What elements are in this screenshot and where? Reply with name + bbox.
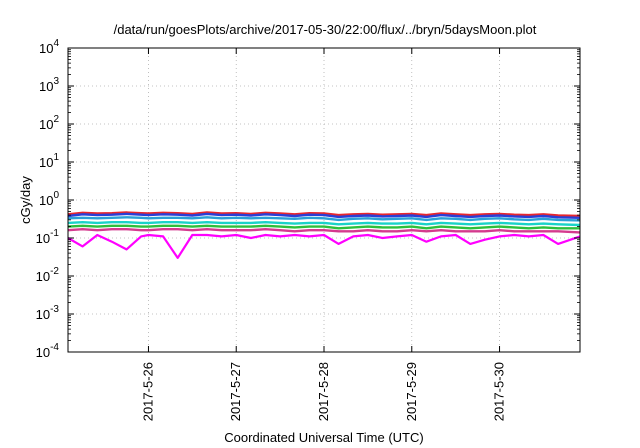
series-line-2 [67, 212, 581, 219]
series-line-4 [67, 220, 581, 227]
grid [68, 48, 580, 352]
y-tick-label: 101 [39, 152, 59, 170]
y-tick-label: 10-2 [36, 266, 60, 284]
x-tick-label: 2017-5-30 [492, 362, 507, 421]
x-tick-label: 2017-5-26 [140, 362, 155, 421]
series-line-1 [67, 211, 581, 218]
y-tick-label: 103 [39, 76, 59, 94]
series-line-7 [67, 233, 581, 259]
ticks: 10-4 10-3 10-2 10-1 100 101 102 103 104 2017-5-26… [36, 38, 580, 421]
y-axis-label: cGy/day [18, 176, 33, 224]
x-axis-label: Coordinated Universal Time (UTC) [224, 430, 423, 445]
y-tick-label: 102 [39, 114, 59, 132]
series-line-3 [67, 216, 581, 222]
series-line-6 [67, 227, 581, 234]
series-group [67, 211, 581, 259]
y-tick-label: 100 [39, 190, 59, 208]
x-tick-label: 2017-5-29 [404, 362, 419, 421]
series-line-5 [67, 224, 580, 230]
y-tick-label: 104 [39, 38, 59, 56]
y-tick-label: 10-3 [36, 304, 60, 322]
x-tick-label: 2017-5-27 [228, 362, 243, 421]
y-tick-label: 10-1 [36, 228, 60, 246]
chart-title: /data/run/goesPlots/archive/2017-05-30/2… [114, 22, 537, 37]
y-tick-label: 10-4 [36, 342, 60, 360]
x-tick-label: 2017-5-28 [316, 362, 331, 421]
